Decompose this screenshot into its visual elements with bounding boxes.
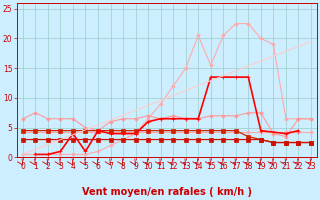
X-axis label: Vent moyen/en rafales ( km/h ): Vent moyen/en rafales ( km/h ) — [82, 187, 252, 197]
